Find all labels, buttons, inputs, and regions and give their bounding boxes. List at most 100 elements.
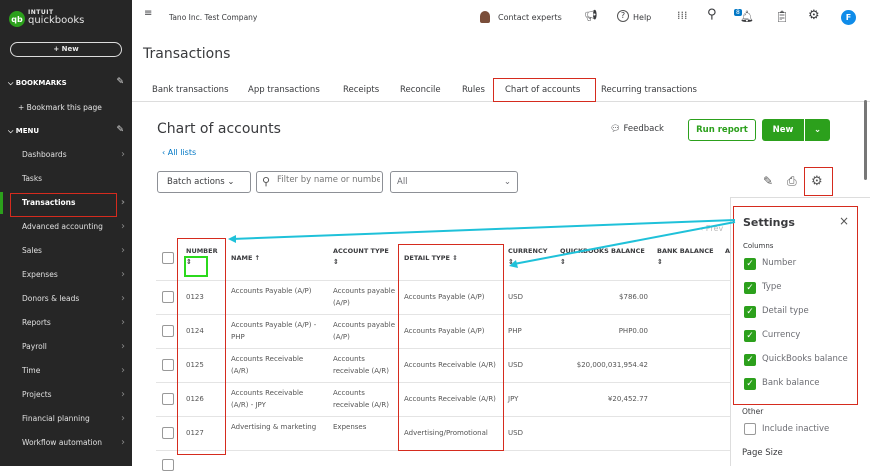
chevron-right-icon: › [121, 245, 125, 256]
chevron-right-icon: › [121, 221, 125, 232]
settings-gear-icon[interactable]: ⚙ [808, 8, 820, 23]
row-checkbox[interactable] [162, 291, 174, 303]
prev-page-button[interactable]: ‹ Prev [700, 224, 724, 233]
tab-app-transactions[interactable]: App transactions [248, 85, 320, 95]
annotation-box-gear [804, 167, 833, 196]
feedback-button[interactable]: 💬︎ Feedback [610, 124, 664, 134]
menu-toggle-icon[interactable]: ≡ [144, 8, 153, 19]
edit-bookmarks-icon[interactable]: ✎ [116, 77, 124, 87]
sort-icon[interactable]: ⇕ [508, 258, 514, 266]
columns-label: Columns [743, 242, 774, 250]
edit-menu-icon[interactable]: ✎ [116, 125, 124, 135]
cell-quickbooks-balance: PHP0.00 [618, 327, 648, 335]
sidebar-item-advanced-accounting[interactable]: Advanced accounting › [0, 216, 132, 238]
sidebar-item-financial-planning[interactable]: Financial planning › [0, 408, 132, 430]
page-title: Transactions [143, 46, 231, 62]
row-checkbox[interactable] [162, 359, 174, 371]
print-icon[interactable]: ⎙ [787, 174, 797, 188]
sidebar-item-transactions[interactable]: Transactions › [0, 192, 132, 214]
row-checkbox[interactable] [162, 325, 174, 337]
cell-name[interactable]: Accounts Receivable (A/R) [231, 355, 304, 375]
tab-bank-transactions[interactable]: Bank transactions [152, 85, 229, 95]
column-quickbooks-balance-checkbox[interactable]: ✓ [744, 354, 756, 366]
row-checkbox[interactable] [162, 393, 174, 405]
cell-name[interactable]: Accounts Receivable (A/R) - JPY [231, 389, 304, 409]
table-settings-gear-icon[interactable]: ⚙ [811, 174, 823, 189]
bookmark-this-page[interactable]: + Bookmark this page [18, 103, 102, 112]
annotation-box-transactions [10, 193, 117, 217]
cell-account-type: Accounts payable (A/P) [333, 287, 395, 307]
sidebar-item-reports[interactable]: Reports › [0, 312, 132, 334]
tab-chart-of-accounts[interactable]: Chart of accounts [505, 85, 581, 95]
help-link[interactable]: Help [633, 13, 652, 22]
prev-label: Prev [705, 224, 724, 233]
user-avatar[interactable]: F [841, 10, 856, 25]
column-currency-checkbox[interactable]: ✓ [744, 330, 756, 342]
column-bank-balance-checkbox[interactable]: ✓ [744, 378, 756, 390]
cell-name[interactable]: Advertising & marketing [231, 423, 317, 431]
batch-actions-dropdown[interactable]: Batch actions ⌄ [157, 171, 251, 193]
column-header[interactable]: NAME ↑ [231, 254, 261, 262]
new-dropdown-chevron-icon[interactable]: ⌄ [805, 119, 830, 141]
run-report-button[interactable]: Run report [688, 119, 756, 141]
tab-receipts[interactable]: Receipts [343, 85, 380, 95]
sidebar-item-sales[interactable]: Sales › [0, 240, 132, 262]
sidebar-item-time[interactable]: Time › [0, 360, 132, 382]
filter-input[interactable] [277, 175, 380, 185]
announcements-icon[interactable]: 📢︎ [584, 9, 598, 22]
all-lists-link[interactable]: ‹ All lists [162, 148, 197, 157]
include-inactive-label: Include inactive [762, 424, 830, 434]
column-type-checkbox[interactable]: ✓ [744, 282, 756, 294]
sort-icon[interactable]: ⇕ [657, 258, 663, 266]
menu-section[interactable]: ⌵ MENU [8, 127, 40, 135]
tab-reconcile[interactable]: Reconcile [400, 85, 441, 95]
column-detail-type-checkbox[interactable]: ✓ [744, 306, 756, 318]
sort-icon[interactable]: ⇕ [333, 258, 339, 266]
bookmarks-section[interactable]: ⌵ BOOKMARKS [8, 79, 67, 87]
sidebar-item-dashboards[interactable]: Dashboards › [0, 144, 132, 166]
column-header[interactable]: BANK BALANCE ⇕ [657, 247, 714, 267]
row-checkbox[interactable] [162, 459, 174, 471]
type-filter-dropdown[interactable]: All ⌄ [390, 171, 518, 193]
column-header[interactable]: CURRENCY ⇕ [508, 247, 547, 267]
cell-detail-type: Accounts Receivable (A/R) [404, 361, 496, 369]
sort-icon[interactable]: ⇕ [186, 258, 192, 266]
row-checkbox[interactable] [162, 427, 174, 439]
apps-grid-icon[interactable]: ⁞⁞⁞ [677, 9, 688, 22]
column-header[interactable]: QUICKBOOKS BALANCE ⇕ [560, 247, 645, 267]
column-option-label: Currency [762, 330, 801, 340]
search-icon[interactable]: ⚲ [707, 7, 717, 22]
sidebar-item-expenses[interactable]: Expenses › [0, 264, 132, 286]
column-header[interactable]: NUMBER ⇕ [186, 247, 218, 267]
sidebar-item-projects[interactable]: Projects › [0, 384, 132, 406]
column-number-checkbox[interactable]: ✓ [744, 258, 756, 270]
bell-icon[interactable]: 🔔︎ [740, 10, 754, 23]
sidebar-item-tasks[interactable]: Tasks [0, 168, 132, 190]
cell-detail-type: Accounts Payable (A/P) [404, 293, 485, 301]
sidebar-item-workflow-automation[interactable]: Workflow automation › [0, 432, 132, 454]
help-icon[interactable]: ? [617, 10, 629, 22]
contact-experts-link[interactable]: Contact experts [498, 13, 562, 22]
cell-name[interactable]: Accounts Payable (A/P) - PHP [231, 321, 317, 341]
scrollbar[interactable] [864, 100, 867, 180]
chevron-right-icon: › [121, 341, 125, 352]
cell-detail-type: Accounts Payable (A/P) [404, 327, 485, 335]
edit-pencil-icon[interactable]: ✎ [763, 174, 774, 188]
tab-rules[interactable]: Rules [462, 85, 485, 95]
sidebar-item-payroll[interactable]: Payroll › [0, 336, 132, 358]
sort-icon[interactable]: ⇕ [560, 258, 566, 266]
clipboard-icon[interactable]: 📋︎ [775, 10, 789, 23]
column-header[interactable]: ACCOUNT TYPE ⇕ [333, 247, 389, 267]
cell-detail-type: Advertising/Promotional [404, 429, 488, 437]
column-header[interactable]: DETAIL TYPE ⇕ [404, 254, 458, 262]
column-option-label: Type [762, 282, 782, 292]
include-inactive-checkbox[interactable] [744, 423, 756, 435]
new-account-button[interactable]: New [762, 119, 804, 141]
tab-recurring-transactions[interactable]: Recurring transactions [601, 85, 697, 95]
column-option-label: QuickBooks balance [762, 354, 848, 364]
close-icon[interactable]: × [839, 214, 850, 228]
sidebar-item-donors-leads[interactable]: Donors & leads › [0, 288, 132, 310]
cell-name[interactable]: Accounts Payable (A/P) [231, 287, 312, 295]
new-button[interactable]: + New [10, 42, 122, 57]
select-all-checkbox[interactable] [162, 252, 174, 264]
